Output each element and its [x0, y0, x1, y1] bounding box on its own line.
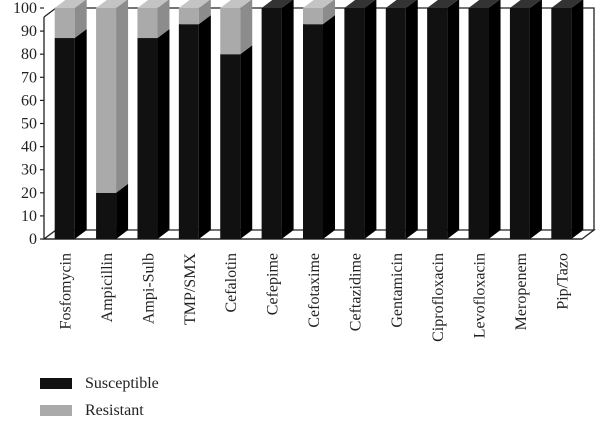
bar-susceptible-side: [157, 29, 170, 240]
bar-susceptible-side: [281, 0, 294, 239]
y-tick-label: 40: [21, 139, 37, 156]
y-tick-label: 0: [29, 231, 37, 248]
bar-susceptible-side: [405, 0, 418, 239]
bar-resistant-side: [323, 0, 335, 25]
legend-item-susceptible: Susceptible: [40, 370, 159, 397]
bar-susceptible: [385, 8, 406, 239]
y-tick-label: 100: [13, 0, 37, 17]
bar-susceptible: [54, 38, 75, 239]
bar-susceptible: [509, 8, 530, 239]
y-tick-label: 50: [21, 116, 37, 133]
bar-susceptible: [303, 24, 323, 240]
legend: Susceptible Resistant: [40, 370, 159, 424]
bar-top-cap: [220, 0, 251, 8]
bar-susceptible: [468, 8, 489, 239]
legend-swatch-susceptible: [40, 378, 72, 389]
bar-susceptible-side: [240, 45, 253, 240]
y-tick-label: 70: [21, 69, 37, 86]
bar-top-cap: [344, 0, 376, 8]
bar-top-cap: [468, 0, 500, 8]
bar-susceptible-side: [364, 0, 377, 239]
y-tick-label: 10: [21, 208, 37, 225]
x-tick-label: Ampi-Sulb: [140, 253, 157, 324]
bar-top-cap: [178, 0, 210, 8]
y-axis: 0 10 20 30 40 50 60 70 80 90 100: [13, 0, 44, 248]
bar-susceptible-side: [323, 15, 335, 240]
bar-susceptible: [137, 38, 158, 239]
x-tick-label: Ampicillin: [99, 253, 116, 322]
bar-susceptible: [344, 8, 365, 239]
y-tick-label: 90: [21, 23, 37, 40]
bar-susceptible: [427, 8, 448, 239]
bar-resistant: [178, 8, 199, 25]
x-tick-label: Cefalotin: [223, 253, 240, 313]
legend-label-resistant: Resistant: [85, 401, 144, 419]
y-axis-top-edge: [43, 7, 57, 18]
bar-resistant: [96, 8, 117, 193]
bar-resistant: [54, 8, 75, 39]
x-tick-label: Fosfomycin: [58, 253, 75, 329]
bar-top-cap: [261, 0, 293, 8]
bar-susceptible-side: [198, 15, 211, 240]
bar-susceptible: [178, 24, 199, 240]
bar-susceptible-side: [116, 183, 129, 239]
bar-top-cap: [427, 0, 458, 8]
x-tick-label: TMP/SMX: [182, 253, 199, 325]
bar-susceptible: [220, 54, 241, 240]
x-tick-label: Pip/Tazo: [554, 253, 571, 310]
x-tick-label: Cefotaxime: [306, 253, 323, 328]
bar-top-cap: [137, 0, 169, 8]
legend-label-susceptible: Susceptible: [85, 374, 159, 392]
bar-susceptible-side: [488, 0, 501, 239]
bar-top-cap: [96, 0, 127, 8]
x-tick-label: Meropenem: [513, 252, 530, 330]
bar-top-cap: [385, 0, 417, 8]
y-tick-label: 80: [21, 46, 37, 63]
x-axis: Fosfomycin Ampicillin Ampi-Sulb TMP/SMX Cefa…: [58, 252, 572, 341]
bar-susceptible-side: [529, 0, 542, 239]
bar-susceptible-side: [447, 0, 460, 239]
bar-top-cap: [54, 0, 86, 8]
legend-swatch-resistant: [40, 405, 72, 416]
bar-resistant: [303, 8, 323, 25]
bar-resistant-side: [198, 0, 211, 25]
bar-resistant-side: [116, 0, 129, 193]
bar-resistant-side: [74, 0, 87, 39]
bar-resistant: [137, 8, 158, 39]
bar-top-cap: [509, 0, 541, 8]
bar-resistant-side: [157, 0, 170, 39]
x-tick-label: Gentamicin: [389, 253, 406, 328]
y-tick-label: 20: [21, 185, 37, 202]
bar-susceptible: [551, 8, 572, 239]
bar-resistant: [220, 8, 241, 55]
legend-item-resistant: Resistant: [40, 397, 159, 424]
x-tick-label: Ceftazidime: [347, 253, 364, 331]
bar-susceptible-side: [571, 0, 584, 239]
bar-top-cap: [551, 0, 582, 8]
bars: [54, 0, 584, 240]
bar-susceptible: [261, 8, 282, 239]
bar-top-cap: [303, 0, 334, 8]
x-tick-label: Ciprofloxacin: [430, 253, 447, 342]
bar-resistant-side: [240, 0, 253, 55]
x-tick-label: Cefepime: [265, 253, 282, 315]
bar-susceptible-side: [74, 29, 87, 240]
y-tick-label: 30: [21, 162, 37, 179]
bar-susceptible: [96, 192, 117, 239]
x-tick-label: Levofloxacin: [472, 253, 489, 338]
y-tick-label: 60: [21, 92, 37, 109]
